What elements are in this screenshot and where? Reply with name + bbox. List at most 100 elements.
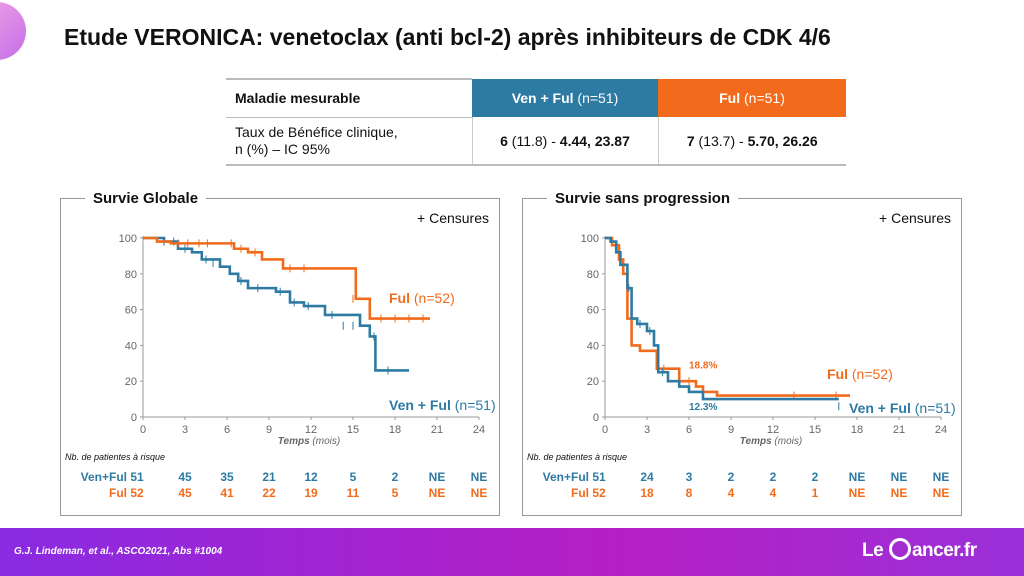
x-tick-label: 0 — [602, 424, 608, 436]
risk-value: 52 — [592, 486, 606, 500]
risk-row-label: Ven+Ful — [80, 470, 127, 484]
risk-row-label: Ven+Ful — [542, 470, 589, 484]
risk-value: NE — [932, 470, 950, 484]
table-header-row: Maladie mesurable Ven + Ful (n=51) Ful (… — [226, 78, 846, 118]
results-table: Maladie mesurable Ven + Ful (n=51) Ful (… — [226, 78, 846, 166]
y-tick-label: 100 — [581, 233, 599, 245]
risk-value: 45 — [178, 470, 192, 484]
ful-pct: (13.7) - — [694, 132, 748, 149]
row-label-line-2: n (%) – IC 95% — [235, 140, 330, 157]
series-label: Ful (n=52) — [827, 366, 893, 382]
risk-value: 2 — [391, 470, 399, 484]
ven-n-value: 6 — [500, 132, 508, 149]
risk-value: NE — [470, 470, 488, 484]
pfs-risk-title: Nb. de patientes à risque — [527, 452, 628, 462]
risk-value: 5 — [391, 486, 399, 500]
y-tick-label: 80 — [587, 269, 599, 281]
ven-arm-n: (n=51) — [573, 90, 619, 106]
y-tick-label: 0 — [131, 412, 137, 424]
y-tick-label: 40 — [125, 340, 137, 352]
table-header-ven: Ven + Ful (n=51) — [472, 79, 658, 117]
ven-pct: (11.8) - — [507, 132, 560, 149]
x-tick-label: 9 — [728, 424, 734, 436]
km-curve-ful — [143, 236, 430, 320]
risk-value: 11 — [346, 486, 360, 500]
x-tick-label: 3 — [182, 424, 188, 436]
table-row: Taux de Bénéfice clinique, n (%) – IC 95… — [226, 117, 846, 166]
risk-value: 22 — [262, 486, 276, 500]
risk-value: 12 — [304, 470, 318, 484]
risk-value: 51 — [592, 470, 606, 484]
risk-value: 41 — [220, 486, 234, 500]
x-tick-label: 12 — [767, 424, 779, 436]
row-label-line-1: Taux de Bénéfice clinique, — [235, 123, 398, 140]
x-tick-label: 15 — [809, 424, 821, 436]
table-header-label: Maladie mesurable — [226, 78, 472, 118]
series-label: Ful (n=52) — [389, 290, 455, 306]
km-curve-ven — [605, 236, 839, 401]
y-tick-label: 60 — [587, 305, 599, 317]
risk-value: 35 — [220, 470, 234, 484]
km-curve-ven — [143, 236, 409, 372]
ful-value-cell: 7 (13.7) - 5.70, 26.26 — [657, 117, 846, 166]
y-tick-label: 20 — [125, 376, 137, 388]
x-tick-label: 12 — [305, 424, 317, 436]
y-tick-label: 20 — [587, 376, 599, 388]
x-tick-label: 3 — [644, 424, 650, 436]
risk-value: 19 — [304, 486, 318, 500]
decorative-circle — [0, 2, 26, 60]
risk-value: 1 — [811, 486, 819, 500]
x-tick-label: 24 — [935, 424, 947, 436]
x-tick-label: 9 — [266, 424, 272, 436]
ful-arm-n: (n=51) — [740, 90, 785, 106]
risk-value: 5 — [349, 470, 357, 484]
risk-value: 4 — [769, 486, 777, 500]
ven-ci: 4.44, 23.87 — [559, 132, 630, 149]
y-tick-label: 100 — [119, 233, 137, 245]
os-risk-title: Nb. de patientes à risque — [65, 452, 166, 462]
x-axis-label: Temps (mois) — [740, 436, 802, 447]
row-label: Taux de Bénéfice clinique, n (%) – IC 95… — [226, 117, 472, 166]
lecancer-logo: Le ancer.fr — [862, 538, 977, 561]
x-tick-label: 6 — [686, 424, 692, 436]
pfs-panel-title: Survie sans progression — [547, 190, 739, 207]
y-tick-label: 60 — [125, 305, 137, 317]
x-tick-label: 0 — [140, 424, 146, 436]
risk-value: 2 — [769, 470, 777, 484]
ful-arm-label: Ful — [719, 90, 741, 106]
risk-value: NE — [890, 470, 908, 484]
risk-row-label: Ful — [571, 486, 589, 500]
risk-value: 21 — [262, 470, 276, 484]
risk-row-label: Ful — [109, 486, 127, 500]
risk-value: NE — [470, 486, 488, 500]
risk-value: 51 — [130, 470, 144, 484]
pct-annotation: 18.8% — [689, 361, 717, 372]
risk-value: 2 — [727, 470, 735, 484]
x-tick-label: 18 — [389, 424, 401, 436]
risk-value: NE — [848, 470, 866, 484]
ven-arm-label: Ven + Ful — [511, 90, 574, 106]
footer-bar: G.J. Lindeman, et al., ASCO2021, Abs #10… — [0, 528, 1024, 576]
pfs-km-chart: 0 20 40 60 80 100 0 3 6 9 12 15 18 21 24 Temps (mois) Fu… — [581, 233, 956, 447]
risk-value: NE — [890, 486, 908, 500]
ful-n-value: 7 — [686, 132, 695, 149]
y-tick-label: 0 — [593, 412, 599, 424]
logo-c-icon — [888, 538, 911, 560]
pfs-censures-legend: + Censures — [879, 210, 951, 226]
x-tick-label: 24 — [473, 424, 485, 436]
x-tick-label: 21 — [893, 424, 905, 436]
km-curve-ful — [605, 236, 850, 397]
citation: G.J. Lindeman, et al., ASCO2021, Abs #10… — [14, 546, 223, 557]
slide-title: Etude VERONICA: venetoclax (anti bcl-2) … — [64, 24, 831, 50]
series-label: Ven + Ful (n=51) — [849, 400, 956, 416]
os-panel-title: Survie Globale — [85, 190, 207, 207]
risk-value: 45 — [178, 486, 192, 500]
x-axis-label: Temps (mois) — [278, 436, 340, 447]
x-tick-label: 6 — [224, 424, 230, 436]
risk-value: 3 — [685, 470, 693, 484]
x-tick-label: 21 — [431, 424, 443, 436]
os-censures-legend: + Censures — [417, 210, 489, 226]
overall-survival-panel: Survie Globale + Censures 0 20 40 60 80 100 0 3… — [60, 190, 500, 516]
y-tick-label: 40 — [587, 340, 599, 352]
y-tick-label: 80 — [125, 269, 137, 281]
